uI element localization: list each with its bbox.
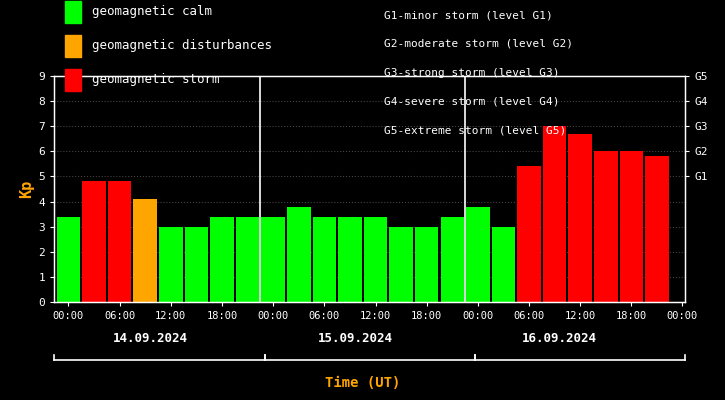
Text: G4-severe storm (level G4): G4-severe storm (level G4) bbox=[384, 96, 560, 106]
Bar bbox=[338, 217, 362, 302]
Text: G5-extreme storm (level G5): G5-extreme storm (level G5) bbox=[384, 125, 566, 135]
Bar bbox=[543, 126, 566, 302]
Bar bbox=[517, 166, 541, 302]
Bar bbox=[159, 227, 183, 302]
Y-axis label: Kp: Kp bbox=[20, 180, 34, 198]
Bar bbox=[466, 206, 489, 302]
Text: G1-minor storm (level G1): G1-minor storm (level G1) bbox=[384, 10, 553, 20]
Bar bbox=[620, 151, 643, 302]
Text: 14.09.2024: 14.09.2024 bbox=[113, 332, 188, 344]
Text: 16.09.2024: 16.09.2024 bbox=[522, 332, 597, 344]
Bar bbox=[287, 206, 310, 302]
Bar bbox=[594, 151, 618, 302]
Bar bbox=[57, 217, 80, 302]
Text: G2-moderate storm (level G2): G2-moderate storm (level G2) bbox=[384, 39, 573, 49]
Bar bbox=[415, 227, 439, 302]
Bar bbox=[441, 217, 464, 302]
Bar bbox=[133, 199, 157, 302]
Bar bbox=[236, 217, 260, 302]
Text: geomagnetic storm: geomagnetic storm bbox=[92, 74, 220, 86]
Bar bbox=[312, 217, 336, 302]
Bar bbox=[645, 156, 668, 302]
Text: Time (UT): Time (UT) bbox=[325, 376, 400, 390]
Bar bbox=[262, 217, 285, 302]
Text: geomagnetic calm: geomagnetic calm bbox=[92, 6, 212, 18]
Bar bbox=[185, 227, 208, 302]
Bar bbox=[82, 182, 106, 302]
Text: G3-strong storm (level G3): G3-strong storm (level G3) bbox=[384, 68, 560, 78]
Bar bbox=[389, 227, 413, 302]
Bar bbox=[568, 134, 592, 302]
Bar bbox=[108, 182, 131, 302]
Bar bbox=[364, 217, 387, 302]
Bar bbox=[492, 227, 515, 302]
Text: 15.09.2024: 15.09.2024 bbox=[318, 332, 392, 344]
Bar bbox=[210, 217, 233, 302]
Text: geomagnetic disturbances: geomagnetic disturbances bbox=[92, 40, 272, 52]
